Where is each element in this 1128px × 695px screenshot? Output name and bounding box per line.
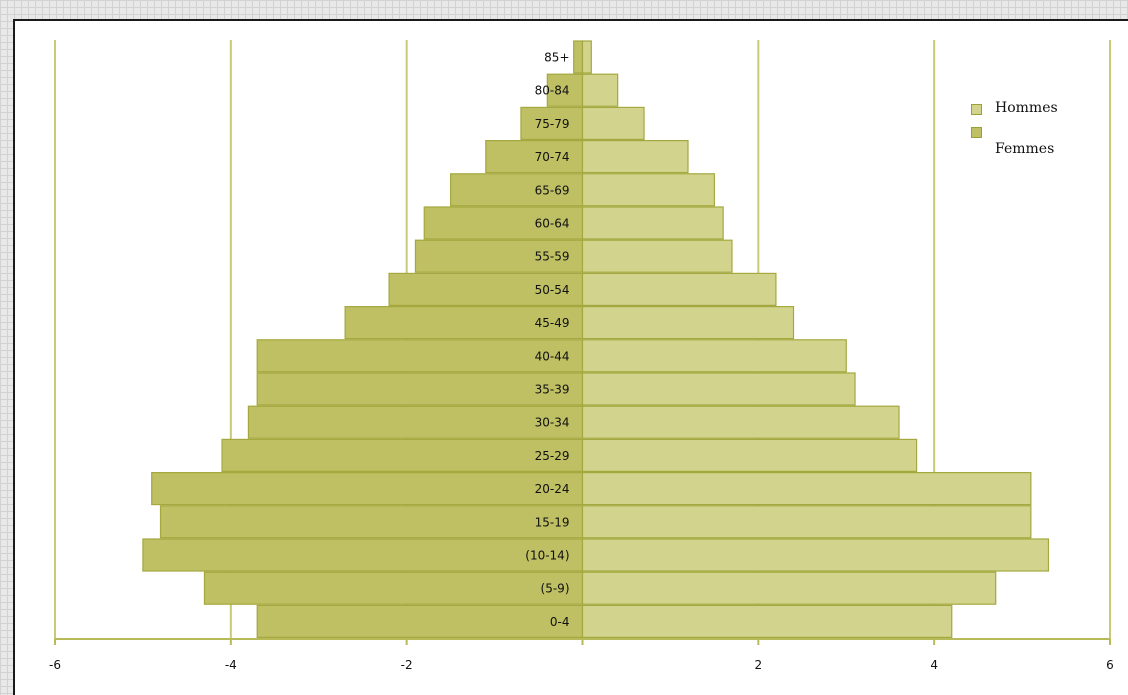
bar-femmes: [450, 173, 584, 207]
bar-hommes: [581, 438, 918, 472]
age-group-label: 55-59: [535, 250, 570, 264]
bar-hommes: [581, 405, 900, 439]
bar-hommes: [581, 538, 1050, 572]
legend-swatch-femmes: [971, 127, 982, 138]
bar-hommes: [581, 472, 1032, 506]
x-tick-label: 2: [755, 658, 763, 672]
bar-femmes: [203, 571, 584, 605]
age-group-label: 0-4: [550, 615, 570, 629]
age-group-label: 35-39: [535, 383, 570, 397]
legend-label-hommes: Hommes: [995, 100, 1058, 116]
age-group-label: 85+: [544, 51, 569, 65]
bar-femmes: [142, 538, 584, 572]
bar-hommes: [581, 339, 847, 373]
bar-hommes: [581, 571, 997, 605]
bar-femmes: [151, 472, 584, 506]
bar-femmes: [247, 405, 584, 439]
bar-hommes: [581, 604, 953, 639]
age-group-label: 15-19: [535, 515, 570, 529]
x-tick-label: 4: [930, 658, 938, 672]
age-group-label: 40-44: [535, 349, 570, 363]
legend-swatch-hommes: [971, 104, 982, 115]
bar-hommes: [581, 272, 777, 306]
age-group-label: 60-64: [535, 217, 570, 231]
bar-hommes: [581, 139, 689, 174]
x-tick-label: -2: [401, 658, 413, 672]
bar-hommes: [581, 73, 619, 107]
age-group-label: (5-9): [541, 582, 570, 596]
age-group-label: 20-24: [535, 482, 570, 496]
bar-hommes: [581, 505, 1032, 539]
bar-hommes: [581, 306, 795, 340]
bar-femmes: [485, 139, 584, 174]
bar-femmes: [159, 505, 584, 539]
bar-hommes: [581, 173, 715, 207]
bar-femmes: [221, 438, 584, 472]
bar-femmes: [256, 604, 584, 639]
age-group-label: 65-69: [535, 183, 570, 197]
chart-area: 0-4 (5-9) (10-14) 15-19 20-24 25-29 30-34 35-39…: [13, 19, 1128, 695]
x-tick-label: 6: [1106, 658, 1114, 672]
bar-hommes: [581, 239, 733, 273]
x-tick-label: -6: [49, 658, 61, 672]
bar-femmes: [414, 239, 584, 273]
bar-femmes: [573, 40, 584, 74]
bar-femmes: [256, 372, 584, 406]
age-group-label: 30-34: [535, 416, 570, 430]
age-group-label: 80-84: [535, 84, 570, 98]
age-group-label: 50-54: [535, 283, 570, 297]
bar-hommes: [581, 106, 645, 141]
bar-femmes: [388, 272, 584, 306]
population-pyramid-chart: 0-4 (5-9) (10-14) 15-19 20-24 25-29 30-34 35-39…: [49, 40, 1114, 672]
legend-label-femmes: Femmes: [995, 141, 1055, 157]
bar-hommes: [581, 372, 856, 406]
bar-femmes: [546, 73, 584, 107]
bar-hommes: [581, 40, 592, 74]
x-tick-label: -4: [225, 658, 237, 672]
age-group-label: 45-49: [535, 316, 570, 330]
bar-femmes: [423, 206, 584, 240]
bar-hommes: [581, 206, 724, 240]
age-group-label: 75-79: [535, 117, 570, 131]
age-group-label: 70-74: [535, 150, 570, 164]
age-group-label: (10-14): [525, 549, 569, 563]
bar-femmes: [520, 106, 584, 141]
age-group-label: 25-29: [535, 449, 570, 463]
